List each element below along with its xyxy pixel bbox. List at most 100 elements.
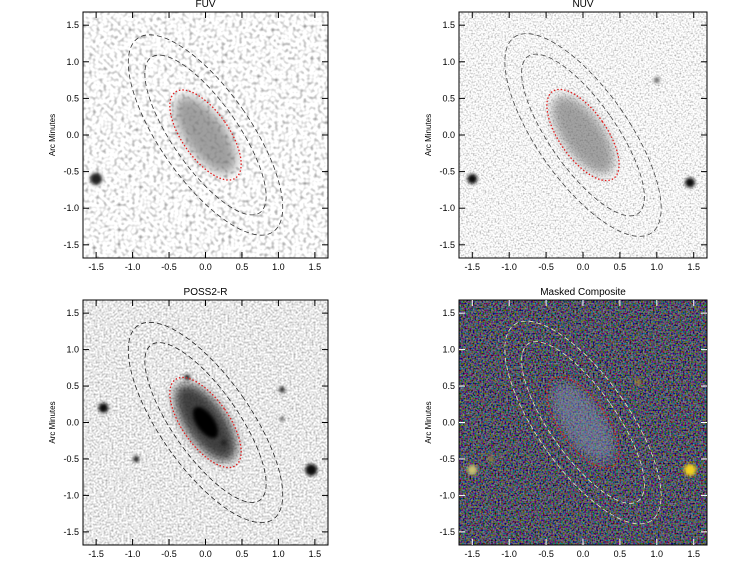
galaxy bbox=[174, 96, 237, 174]
y-tick-label: -1.0 bbox=[63, 203, 79, 213]
star bbox=[90, 172, 103, 185]
x-tick-label: 1.0 bbox=[272, 549, 285, 559]
x-tick-label: -1.5 bbox=[465, 549, 481, 559]
star bbox=[685, 177, 696, 188]
aperture-ellipse bbox=[127, 34, 284, 236]
galaxy bbox=[551, 383, 615, 462]
y-tick-label: 1.5 bbox=[442, 308, 455, 318]
y-tick-label: -0.5 bbox=[63, 454, 79, 464]
x-tick-label: 0.0 bbox=[199, 262, 212, 272]
image bbox=[83, 12, 328, 258]
y-tick-label: 0.0 bbox=[66, 418, 79, 428]
aperture-ellipse bbox=[144, 342, 267, 503]
x-tick-label: 1.5 bbox=[687, 549, 700, 559]
x-tick-label: 0.0 bbox=[199, 549, 212, 559]
y-tick-label: 1.5 bbox=[66, 308, 79, 318]
star bbox=[280, 416, 285, 421]
y-tick-label: 1.5 bbox=[442, 20, 455, 30]
x-tick-label: 0.5 bbox=[236, 262, 249, 272]
x-tick-label: -1.0 bbox=[501, 262, 517, 272]
aperture-ellipse bbox=[504, 320, 662, 525]
galaxy bbox=[551, 95, 615, 175]
galaxy-core bbox=[192, 406, 219, 439]
x-tick-label: 0.5 bbox=[236, 549, 249, 559]
y-tick-label: 0.5 bbox=[66, 93, 79, 103]
aperture-ellipse bbox=[169, 89, 242, 181]
x-tick-label: 1.0 bbox=[651, 549, 664, 559]
star bbox=[467, 464, 478, 475]
panel-title: FUV bbox=[196, 0, 216, 10]
y-tick-label: 1.0 bbox=[66, 57, 79, 67]
y-tick-label: 0.5 bbox=[442, 381, 455, 391]
y-tick-label: -0.5 bbox=[439, 454, 455, 464]
image bbox=[459, 300, 707, 545]
y-tick-label: 0.5 bbox=[442, 93, 455, 103]
star bbox=[220, 439, 227, 446]
y-tick-label: 0.0 bbox=[442, 418, 455, 428]
star bbox=[279, 386, 286, 393]
y-tick-label: 0.0 bbox=[442, 130, 455, 140]
y-tick-label: -1.0 bbox=[439, 203, 455, 213]
x-tick-label: -1.0 bbox=[125, 262, 141, 272]
y-axis-label: Arc Minutes bbox=[424, 401, 433, 443]
x-tick-label: -0.5 bbox=[161, 262, 177, 272]
image bbox=[459, 12, 707, 258]
aperture-ellipse bbox=[504, 33, 662, 237]
x-tick-label: 0.0 bbox=[577, 262, 590, 272]
x-tick-label: 1.5 bbox=[309, 549, 322, 559]
x-tick-label: 0.5 bbox=[614, 549, 627, 559]
x-tick-label: -1.5 bbox=[465, 262, 481, 272]
x-tick-label: 1.5 bbox=[687, 262, 700, 272]
y-tick-label: -0.5 bbox=[439, 167, 455, 177]
y-tick-label: 1.0 bbox=[66, 345, 79, 355]
y-tick-label: -0.5 bbox=[63, 167, 79, 177]
x-tick-label: -0.5 bbox=[538, 262, 554, 272]
y-axis-label: Arc Minutes bbox=[48, 401, 57, 443]
y-tick-label: 0.5 bbox=[66, 381, 79, 391]
star bbox=[487, 455, 494, 462]
y-tick-label: 0.0 bbox=[66, 130, 79, 140]
x-tick-label: 1.0 bbox=[651, 262, 664, 272]
star bbox=[653, 77, 660, 84]
x-tick-label: -1.0 bbox=[501, 549, 517, 559]
image bbox=[83, 300, 328, 545]
panel-title: Masked Composite bbox=[540, 287, 626, 298]
x-tick-label: 0.5 bbox=[614, 262, 627, 272]
x-tick-label: -1.5 bbox=[88, 549, 104, 559]
y-tick-label: -1.5 bbox=[63, 527, 79, 537]
y-axis-label: Arc Minutes bbox=[424, 114, 433, 156]
y-axis-label: Arc Minutes bbox=[48, 114, 57, 156]
star bbox=[305, 463, 318, 476]
star bbox=[684, 463, 697, 476]
aperture-ellipse bbox=[144, 54, 267, 216]
star bbox=[98, 402, 109, 413]
panel: NUV Arc Minutes -1.5 -1.0 -0.5 0.0 0.5 1.0 1.5 -1… bbox=[424, 0, 708, 272]
y-tick-label: 1.5 bbox=[66, 20, 79, 30]
panel: Masked Composite Arc Minutes -1.5 -1.0 -0.5 0… bbox=[424, 287, 708, 559]
aperture-ellipse bbox=[546, 376, 620, 469]
star bbox=[133, 455, 140, 462]
aperture-ellipse bbox=[169, 376, 242, 469]
y-tick-label: 1.0 bbox=[442, 345, 455, 355]
y-tick-label: -1.5 bbox=[439, 527, 455, 537]
x-tick-label: 1.5 bbox=[309, 262, 322, 272]
aperture-ellipse bbox=[546, 88, 620, 182]
star bbox=[467, 173, 478, 184]
panel-title: POSS2-R bbox=[184, 287, 228, 298]
y-tick-label: -1.0 bbox=[63, 490, 79, 500]
panel: POSS2-R Arc Minutes -1.5 -1.0 -0.5 0.0 0.5 1.0 1… bbox=[48, 287, 329, 559]
y-tick-label: -1.0 bbox=[439, 490, 455, 500]
x-tick-label: -0.5 bbox=[538, 549, 554, 559]
aperture-ellipse bbox=[127, 321, 284, 524]
star bbox=[635, 379, 642, 386]
panel-title: NUV bbox=[572, 0, 593, 10]
x-tick-label: 1.0 bbox=[272, 262, 285, 272]
y-tick-label: -1.5 bbox=[439, 240, 455, 250]
x-tick-label: -0.5 bbox=[161, 549, 177, 559]
star bbox=[184, 374, 191, 381]
x-tick-label: -1.5 bbox=[88, 262, 104, 272]
panel: FUV Arc Minutes -1.5 -1.0 -0.5 0.0 0.5 1.0 1.5 -1… bbox=[48, 0, 329, 272]
x-tick-label: -1.0 bbox=[125, 549, 141, 559]
x-tick-label: 0.0 bbox=[577, 549, 590, 559]
